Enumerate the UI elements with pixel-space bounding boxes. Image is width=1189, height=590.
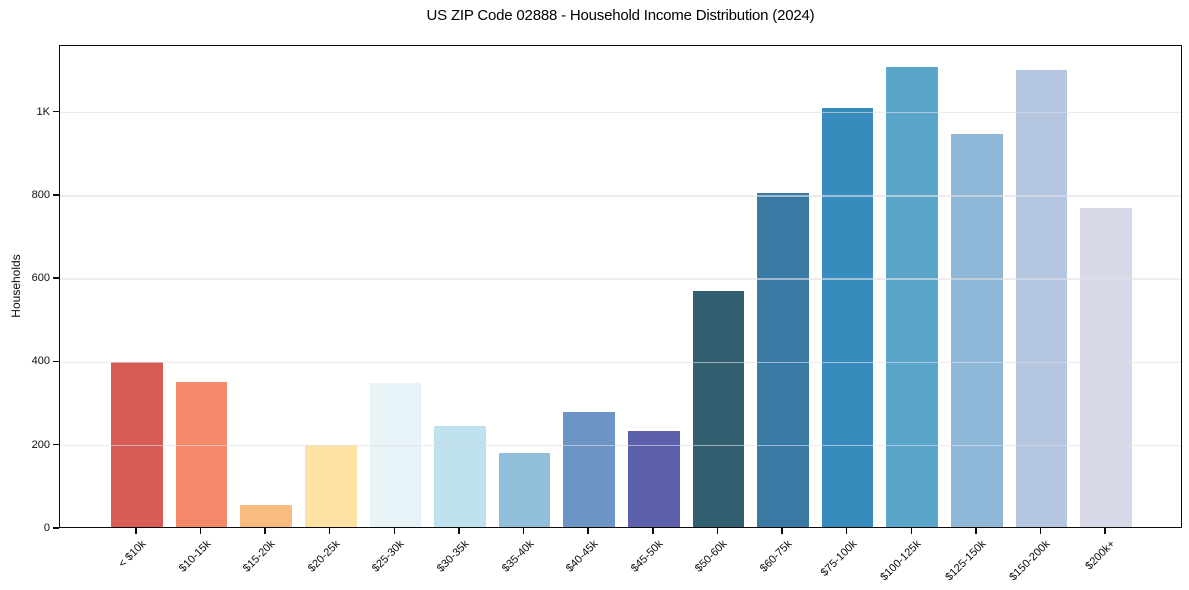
x-tick-mark	[716, 528, 719, 534]
x-tick-label-14: $150-200k	[1007, 538, 1053, 584]
y-tick-label-1K: 1K	[36, 105, 50, 118]
x-tick-label-5: $30-35k	[434, 538, 472, 575]
x-tick-label-7: $40-45k	[564, 538, 601, 575]
x-tick-mark	[522, 528, 525, 534]
bar-10-15k	[175, 382, 228, 527]
chart-title: US ZIP Code 02888 - Household Income Dis…	[426, 7, 815, 24]
x-tick-label-2: $15-20k	[240, 538, 278, 575]
y-tick-mark	[53, 277, 59, 279]
gridline-1K	[60, 111, 1181, 114]
x-tick-mark	[393, 528, 396, 534]
x-tick-mark	[328, 528, 331, 534]
gridline-200	[60, 444, 1181, 447]
x-tick-mark	[1039, 528, 1042, 534]
x-tick-label-9: $50-60k	[693, 538, 730, 575]
x-tick-label-13: $125-150k	[943, 538, 989, 584]
x-tick-label-0: < $10k	[116, 538, 149, 571]
bar-35-40k	[498, 452, 551, 527]
bar-75-100k	[821, 108, 874, 527]
bar-10k	[111, 361, 163, 527]
bar-25-30k	[369, 383, 422, 527]
gridline-600	[60, 278, 1181, 280]
y-tick-label-200: 200	[31, 438, 50, 451]
y-tick-mark	[53, 110, 59, 113]
bar-45-50k	[627, 431, 680, 527]
x-tick-mark	[910, 528, 912, 534]
x-tick-label-3: $20-25k	[305, 538, 343, 575]
bar-30-35k	[434, 426, 486, 527]
y-tick-mark	[53, 527, 59, 529]
x-tick-label-10: $60-75k	[757, 538, 795, 575]
x-tick-mark	[845, 528, 848, 534]
bar-20-25k	[304, 445, 357, 527]
gridline-400	[60, 361, 1181, 364]
x-tick-mark	[587, 528, 589, 534]
bar-40-45k	[563, 411, 616, 527]
y-tick-mark	[53, 443, 59, 446]
x-tick-mark	[781, 528, 783, 534]
x-tick-label-15: $200k+	[1083, 538, 1118, 573]
y-tick-mark	[53, 360, 59, 363]
y-tick-label-0: 0	[43, 522, 50, 534]
y-tick-label-600: 600	[31, 272, 50, 285]
bar-200k	[1080, 208, 1132, 527]
x-tick-label-1: $10-15k	[176, 538, 213, 575]
bar-60-75k	[757, 193, 809, 527]
x-tick-mark	[458, 528, 460, 534]
bar-150-200k	[1015, 69, 1068, 527]
x-tick-label-11: $75-100k	[818, 538, 860, 579]
bar-15-20k	[240, 504, 292, 527]
y-tick-label-800: 800	[31, 188, 50, 201]
x-tick-mark	[264, 528, 266, 534]
gridline-800	[60, 195, 1181, 197]
plot-area	[59, 45, 1182, 528]
x-tick-mark	[652, 528, 654, 534]
y-tick-mark	[53, 194, 59, 196]
bar-50-60k	[692, 290, 745, 527]
bar-100-125k	[886, 67, 939, 527]
x-tick-label-4: $25-30k	[370, 538, 407, 575]
x-tick-label-6: $35-40k	[499, 538, 537, 575]
y-tick-label-400: 400	[31, 355, 50, 368]
x-tick-mark	[199, 528, 202, 534]
y-axis-label: Households	[9, 254, 23, 318]
x-tick-label-12: $100-125k	[878, 538, 924, 584]
x-tick-mark	[1104, 528, 1106, 534]
x-tick-mark	[975, 528, 977, 534]
bar-125-150k	[951, 133, 1003, 527]
x-tick-mark	[135, 528, 137, 534]
x-tick-label-8: $45-50k	[628, 538, 666, 575]
